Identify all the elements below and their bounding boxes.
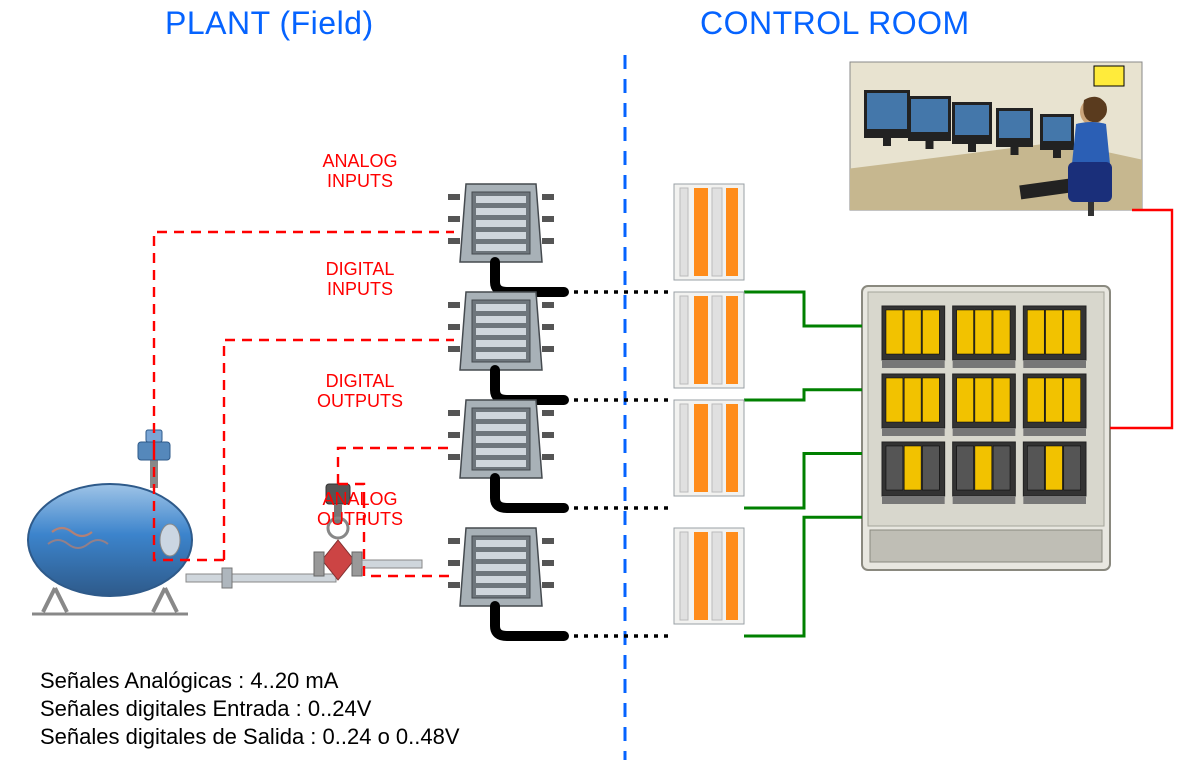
label-analog-outputs-l1: ANALOG <box>322 489 397 509</box>
marshalling-link <box>744 292 862 326</box>
label-digital-inputs: DIGITAL INPUTS <box>300 260 420 300</box>
header-plant: PLANT (Field) <box>165 5 374 42</box>
marshalling-panel-icon <box>674 292 744 388</box>
signal-line <box>338 448 454 484</box>
tank-icon <box>28 430 336 614</box>
label-analog-outputs-l2: OUTPUTS <box>317 509 403 529</box>
marshalling-panel-icon <box>674 528 744 624</box>
operator-link <box>1110 210 1172 428</box>
footer-analog: Señales Analógicas : 4..20 mA <box>40 668 338 694</box>
label-digital-inputs-l1: DIGITAL <box>326 259 395 279</box>
marshalling-link <box>744 454 862 509</box>
label-analog-inputs-l1: ANALOG <box>322 151 397 171</box>
junction-box-icon <box>448 528 564 636</box>
junction-box-icon <box>448 184 564 292</box>
marshalling-panel-icon <box>674 184 744 280</box>
junction-box-icon <box>448 292 564 400</box>
marshalling-link <box>744 517 862 636</box>
label-digital-outputs: DIGITAL OUTPUTS <box>295 372 425 412</box>
header-control-room: CONTROL ROOM <box>700 5 970 42</box>
footer-digital-in: Señales digitales Entrada : 0..24V <box>40 696 371 722</box>
label-digital-outputs-l1: DIGITAL <box>326 371 395 391</box>
operator-room-icon <box>850 62 1142 216</box>
label-analog-outputs: ANALOG OUTPUTS <box>295 490 425 530</box>
junction-box-icon <box>448 400 564 508</box>
marshalling-link <box>744 390 862 400</box>
label-digital-outputs-l2: OUTPUTS <box>317 391 403 411</box>
marshalling-panel-icon <box>674 400 744 496</box>
system-cabinet-icon <box>862 286 1110 570</box>
label-digital-inputs-l2: INPUTS <box>327 279 393 299</box>
label-analog-inputs-l2: INPUTS <box>327 171 393 191</box>
footer-digital-out: Señales digitales de Salida : 0..24 o 0.… <box>40 724 460 750</box>
label-analog-inputs: ANALOG INPUTS <box>300 152 420 192</box>
